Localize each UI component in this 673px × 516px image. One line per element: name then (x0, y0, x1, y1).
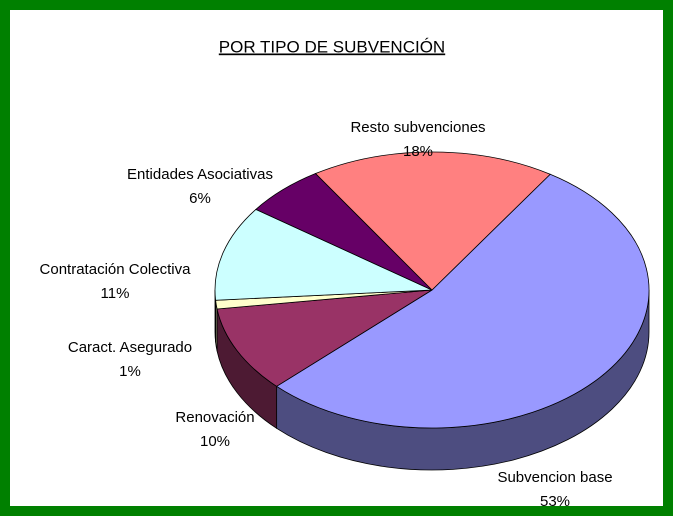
slice-label: Contratación Colectiva (40, 261, 192, 278)
slice (314, 151, 551, 291)
slice (275, 173, 650, 429)
slice-value-label: 18% (403, 143, 433, 160)
slice-label: Resto subvenciones (350, 119, 485, 136)
slice-value-label: 10% (200, 433, 230, 450)
slice-value-label: 53% (540, 493, 570, 510)
slice-label: Caract. Asegurado (68, 339, 192, 356)
slice-label: Entidades Asociativas (127, 166, 273, 183)
slice (214, 208, 433, 301)
slice-value-label: 6% (189, 190, 211, 207)
chart-title: POR TIPO DE SUBVENCIÓN (219, 37, 445, 56)
slice-value-label: 11% (101, 285, 130, 302)
slice (216, 289, 433, 387)
slice-label: Renovación (175, 409, 254, 426)
slice-value-label: 1% (119, 363, 141, 380)
slice-label: Subvencion base (497, 469, 612, 486)
